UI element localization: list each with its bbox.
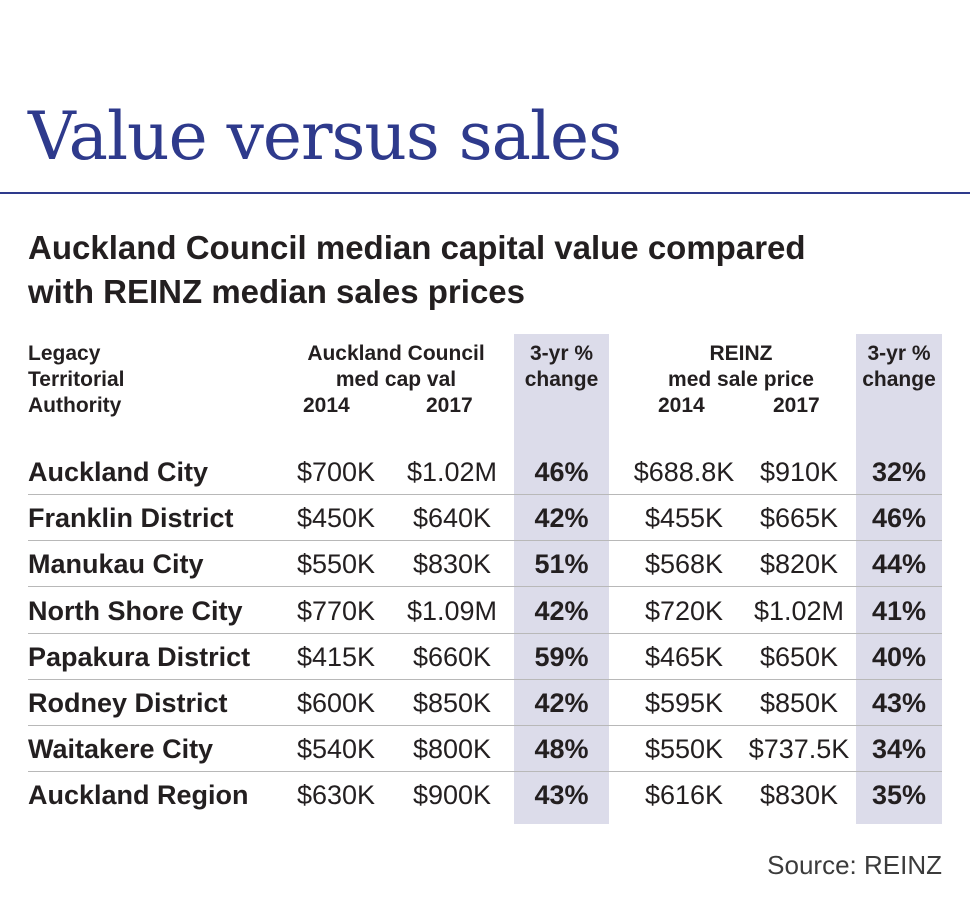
council-change-value: 43%: [534, 780, 589, 811]
reinz-2014-value: $550K: [644, 734, 724, 765]
council-2014-value: $540K: [296, 734, 376, 765]
reinz-2017-value: $737.5K: [748, 734, 850, 765]
council-2014-value: $770K: [296, 595, 376, 626]
row-divider: [28, 494, 942, 495]
reinz-2017-value: $820K: [759, 549, 839, 580]
row-name: Papakura District: [28, 641, 251, 672]
row-divider: [28, 632, 942, 634]
council-change-value: 51%: [534, 549, 589, 580]
row-name: Auckland City: [28, 457, 209, 487]
row-name: Manukau City: [28, 549, 204, 580]
header-reinz-line-2: med sale price: [668, 368, 814, 391]
reinz-change-band: [856, 334, 942, 824]
row-name: Franklin District: [28, 503, 234, 534]
header-reinz-change-line-2: change: [862, 368, 936, 391]
row-name: Auckland Region: [28, 780, 249, 811]
council-change-value: 42%: [534, 503, 589, 534]
reinz-2014-value: $455K: [644, 503, 724, 534]
reinz-change-value: 40%: [871, 641, 927, 672]
reinz-2014-value: $595K: [644, 688, 724, 718]
council-2017-value: $1.09M: [406, 595, 498, 626]
header-reinz-2014: 2014: [658, 394, 705, 417]
reinz-change-value: 44%: [871, 549, 927, 580]
council-2014-value: $550K: [296, 549, 376, 580]
reinz-change-value: 41%: [871, 595, 927, 626]
header-council-2014: 2014: [303, 394, 350, 417]
source-note: Source: REINZ: [767, 850, 942, 880]
chart-title: Value versus sales: [28, 98, 622, 175]
reinz-2014-value: $465K: [644, 641, 724, 672]
reinz-change-value: 35%: [871, 780, 927, 811]
council-2017-value: $900K: [412, 780, 492, 811]
council-2017-value: $850K: [412, 688, 492, 718]
row-divider: [28, 586, 942, 588]
council-change-value: 42%: [534, 595, 589, 626]
council-2017-value: $660K: [412, 641, 492, 672]
header-council-change-line-2: change: [524, 368, 599, 391]
reinz-change-value: 32%: [871, 457, 927, 487]
reinz-change-value: 34%: [871, 734, 927, 765]
header-reinz: REINZ med sale price: [636, 341, 846, 393]
reinz-2017-value: $665K: [759, 503, 839, 534]
council-2014-value: $600K: [296, 688, 376, 718]
header-authority: Legacy Territorial Authority: [28, 341, 124, 419]
reinz-change-value: 43%: [871, 688, 927, 718]
council-change-value: 42%: [534, 688, 589, 718]
council-change-value: 48%: [534, 734, 589, 765]
row-divider: [28, 540, 942, 542]
council-2014-value: $415K: [296, 641, 376, 672]
reinz-2014-value: $688.8K: [633, 457, 735, 487]
council-change-band: [514, 334, 609, 824]
reinz-2017-value: $650K: [759, 641, 839, 672]
reinz-2014-value: $720K: [644, 595, 724, 626]
council-2014-value: $700K: [296, 457, 376, 487]
council-change-value: 46%: [534, 457, 589, 487]
header-reinz-change-line-1: 3-yr %: [867, 342, 931, 365]
reinz-2017-value: $1.02M: [753, 595, 845, 626]
council-2017-value: $640K: [412, 503, 492, 534]
title-rule: [0, 192, 970, 194]
reinz-change-value: 46%: [871, 503, 927, 534]
header-council-change: 3-yr % change: [514, 341, 609, 393]
reinz-2014-value: $616K: [644, 780, 724, 811]
header-council: Auckland Council med cap val: [290, 341, 502, 393]
header-reinz-change: 3-yr % change: [856, 341, 942, 393]
row-divider: [28, 678, 942, 680]
reinz-2014-value: $568K: [644, 549, 724, 580]
header-reinz-2017: 2017: [773, 394, 820, 417]
header-authority-line-2: Territorial: [28, 368, 125, 391]
header-council-change-line-1: 3-yr %: [529, 342, 594, 365]
chart-subtitle: Auckland Council median capital value co…: [28, 226, 948, 314]
row-name: Rodney District: [28, 688, 228, 718]
reinz-2017-value: $910K: [759, 457, 839, 487]
header-council-2017: 2017: [426, 394, 473, 417]
header-council-line-1: Auckland Council: [307, 342, 485, 365]
row-divider: [28, 771, 942, 773]
reinz-2017-value: $850K: [759, 688, 839, 718]
council-2017-value: $1.02M: [406, 457, 498, 487]
subtitle-line-1: Auckland Council median capital value co…: [28, 229, 806, 266]
header-council-line-2: med cap val: [335, 368, 457, 391]
council-2014-value: $630K: [296, 780, 376, 811]
row-name: Waitakere City: [28, 734, 214, 765]
council-change-value: 59%: [534, 641, 589, 672]
council-2017-value: $800K: [412, 734, 492, 765]
header-authority-line-1: Legacy: [28, 342, 101, 365]
header-reinz-line-1: REINZ: [709, 342, 773, 365]
row-name: North Shore City: [28, 595, 243, 626]
header-authority-line-3: Authority: [28, 394, 122, 417]
row-divider: [28, 725, 942, 726]
council-2014-value: $450K: [296, 503, 376, 534]
reinz-2017-value: $830K: [759, 780, 839, 811]
council-2017-value: $830K: [412, 549, 492, 580]
subtitle-line-2: with REINZ median sales prices: [28, 273, 525, 310]
